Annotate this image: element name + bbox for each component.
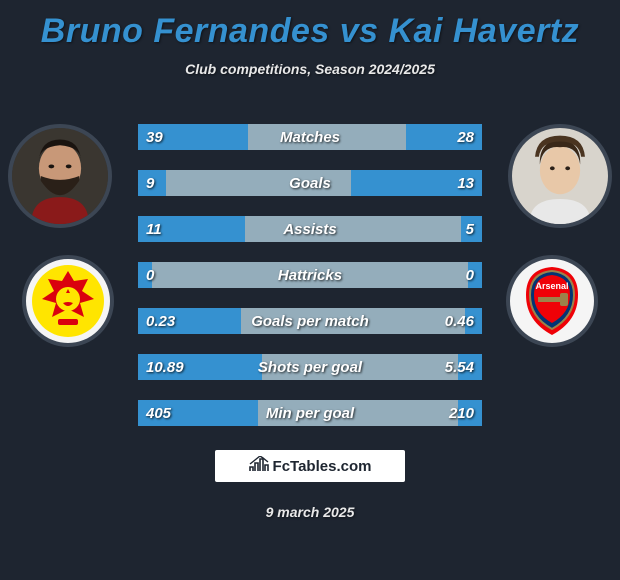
stat-label: Hattricks xyxy=(138,262,482,288)
arsenal-crest-icon: Arsenal xyxy=(512,261,592,341)
stat-row: 913Goals xyxy=(138,170,482,196)
branding-text: FcTables.com xyxy=(273,458,372,475)
stat-label: Goals xyxy=(138,170,482,196)
player-left-avatar xyxy=(8,124,112,228)
page-subtitle: Club competitions, Season 2024/2025 xyxy=(0,61,620,77)
stat-label: Assists xyxy=(138,216,482,242)
manutd-crest-icon xyxy=(28,261,108,341)
page-title: Bruno Fernandes vs Kai Havertz xyxy=(0,0,620,51)
date-label: 9 march 2025 xyxy=(0,504,620,520)
player-right-avatar xyxy=(508,124,612,228)
stat-row: 0.230.46Goals per match xyxy=(138,308,482,334)
svg-text:Arsenal: Arsenal xyxy=(535,281,568,291)
avatar-right-icon xyxy=(512,128,608,224)
stat-row: 10.895.54Shots per goal xyxy=(138,354,482,380)
stat-row: 3928Matches xyxy=(138,124,482,150)
branding-badge: FcTables.com xyxy=(215,450,405,482)
stat-label: Min per goal xyxy=(138,400,482,426)
stat-row: 00Hattricks xyxy=(138,262,482,288)
stat-label: Goals per match xyxy=(138,308,482,334)
stat-row: 115Assists xyxy=(138,216,482,242)
branding-chart-icon xyxy=(249,456,269,476)
stat-label: Matches xyxy=(138,124,482,150)
stat-bars: 3928Matches 913Goals 115Assists 00Hattricks… xyxy=(138,124,482,446)
club-left-badge xyxy=(22,255,114,347)
club-right-badge: Arsenal xyxy=(506,255,598,347)
stat-label: Shots per goal xyxy=(138,354,482,380)
avatar-left-icon xyxy=(12,128,108,224)
stat-row: 405210Min per goal xyxy=(138,400,482,426)
